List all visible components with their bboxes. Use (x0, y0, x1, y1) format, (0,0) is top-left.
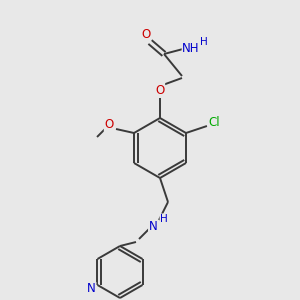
Text: O: O (104, 118, 114, 131)
Text: H: H (160, 214, 168, 224)
Text: O: O (141, 28, 151, 41)
Text: O: O (155, 83, 165, 97)
Text: N: N (148, 220, 158, 233)
Text: Cl: Cl (208, 116, 220, 130)
Text: NH: NH (182, 43, 200, 56)
Text: H: H (200, 37, 208, 47)
Text: N: N (87, 283, 96, 296)
